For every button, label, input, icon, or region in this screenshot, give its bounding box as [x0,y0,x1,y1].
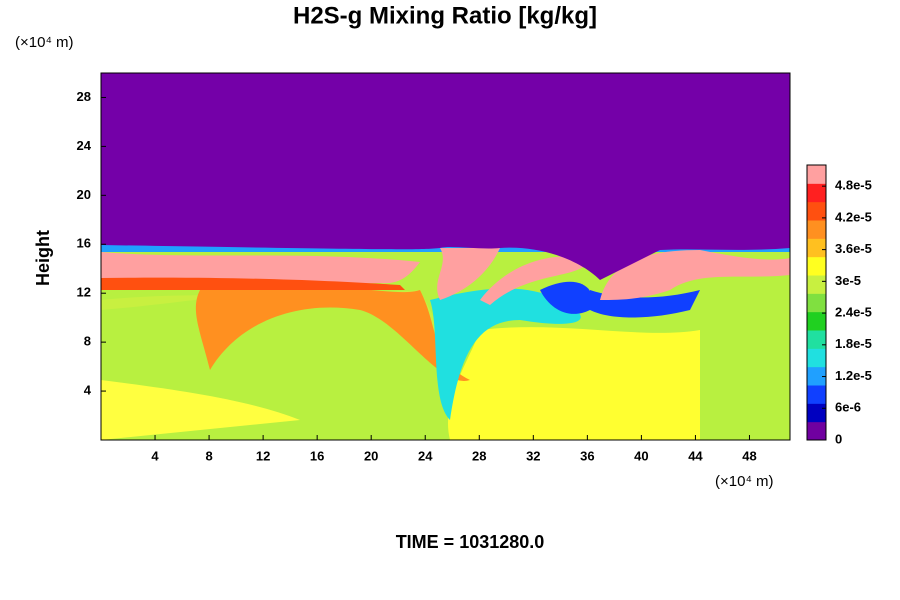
x-tick-label: 44 [688,448,703,463]
colorbar-band [807,201,826,221]
x-tick-label: 48 [742,448,756,463]
x-tick-label: 4 [151,448,159,463]
y-axis-label: Height [33,230,53,286]
colorbar-band [807,403,826,423]
colorbar-tick-label: 4.8e-5 [835,178,872,193]
x-tick-label: 40 [634,448,648,463]
colorbar-band [807,165,826,184]
colorbar-band [807,183,826,203]
y-tick-label: 12 [77,285,91,300]
y-tick-label: 4 [84,383,92,398]
y-tick-label: 8 [84,334,91,349]
colorbar-band [807,238,826,258]
x-tick-label: 20 [364,448,378,463]
colorbar-tick-label: 1.8e-5 [835,336,872,351]
y-tick-label: 20 [77,187,91,202]
chart-title: H2S-g Mixing Ratio [kg/kg] [293,2,597,29]
colorbar-frame [806,164,827,441]
colorbar-tick-label: 3e-5 [835,273,861,288]
y-tick-label: 16 [77,236,91,251]
colorbar-band [807,366,826,386]
colorbar-band [807,220,826,239]
y-tick-label: 24 [77,138,92,153]
x-tick-label: 32 [526,448,540,463]
colorbar-band [807,311,826,331]
colorbar-tick-label: 3.6e-5 [835,241,872,256]
x-tick-label: 8 [205,448,212,463]
colorbar-band [807,348,826,368]
colorbar-band [807,256,826,276]
x-tick-label: 12 [256,448,270,463]
x-tick-label: 16 [310,448,324,463]
y-unit: (×10⁴ m) [15,34,74,51]
plot-frame [100,72,791,441]
colorbar-tick-label: 0 [835,431,842,446]
colorbar-tick-label: 2.4e-5 [835,305,872,320]
x-unit: (×10⁴ m) [715,473,774,490]
colorbar-band [807,330,826,349]
x-tick-label: 24 [418,448,433,463]
colorbar-band [807,275,826,294]
colorbar-band [807,421,826,441]
x-tick-label: 28 [472,448,486,463]
colorbar-band [807,293,826,313]
y-tick-label: 28 [77,89,91,104]
colorbar-tick-label: 4.2e-5 [835,209,872,224]
colorbar-band [807,385,826,404]
x-tick-label: 36 [580,448,594,463]
time-label: TIME = 1031280.0 [396,532,545,552]
colorbar-tick-label: 6e-6 [835,400,861,415]
field [101,73,790,440]
colorbar-tick-label: 1.2e-5 [835,368,872,383]
